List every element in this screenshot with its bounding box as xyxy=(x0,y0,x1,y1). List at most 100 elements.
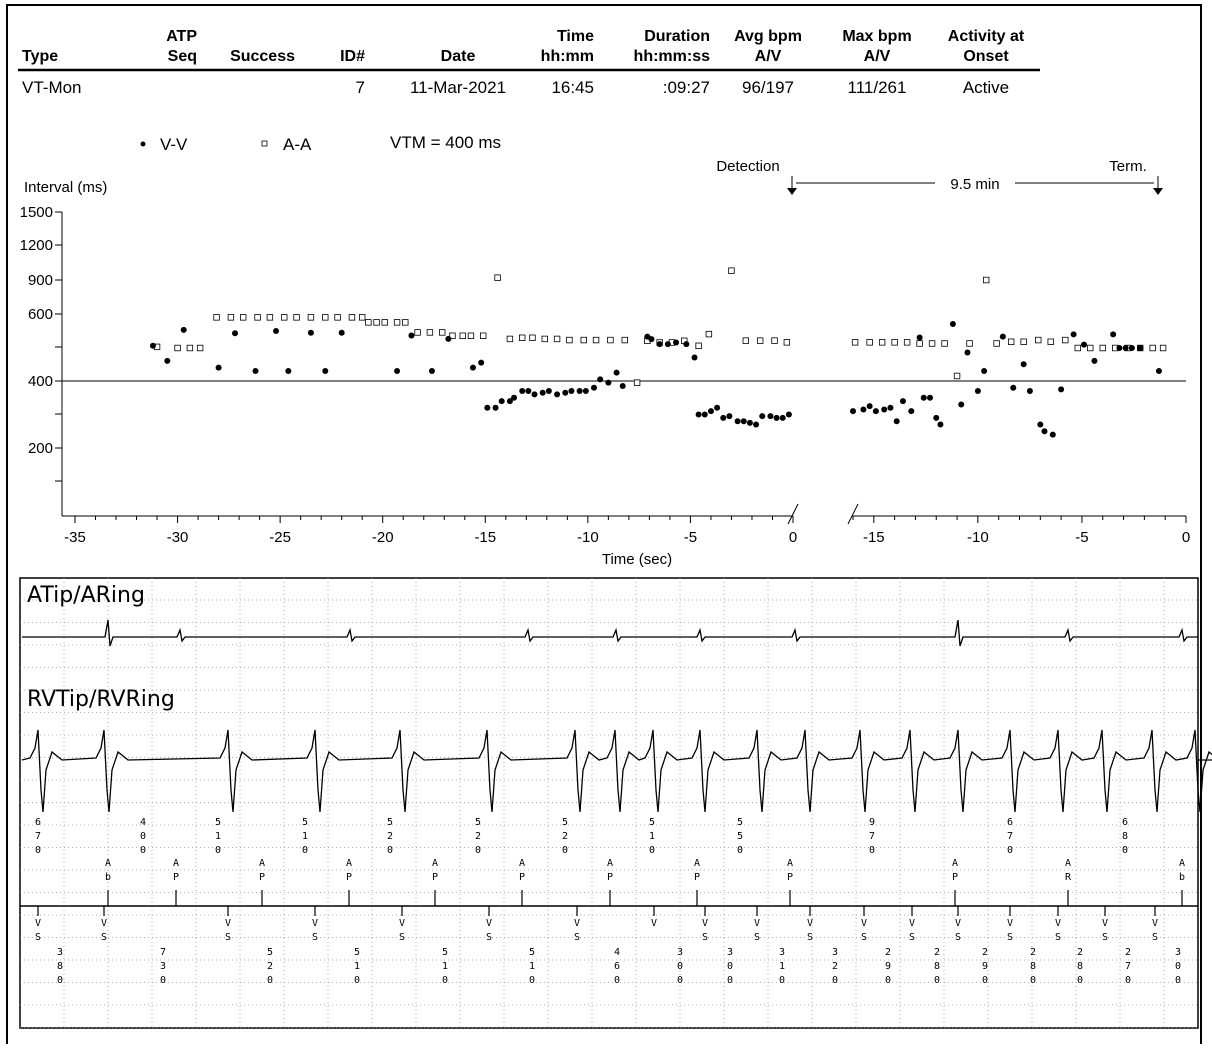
vv-interval-point xyxy=(1010,384,1017,391)
aa-interval-point xyxy=(426,329,434,336)
vv-interval-point xyxy=(1128,345,1135,351)
vv-interval-point xyxy=(511,394,518,401)
x-tick-label: -25 xyxy=(269,529,291,546)
vv-interval-label-char: 2 xyxy=(1030,947,1036,958)
vv-interval-label-char: 0 xyxy=(1077,975,1083,986)
v-marker-char: S xyxy=(1102,932,1108,943)
vv-interval-point xyxy=(726,413,733,420)
vv-interval-point xyxy=(554,391,561,398)
aa-interval-point xyxy=(705,330,713,338)
aa-interval-point xyxy=(186,344,194,352)
vv-interval-label: 2 8 0 xyxy=(934,947,940,986)
vv-interval-point xyxy=(927,394,934,401)
header-col-line1: Max bpm xyxy=(842,28,911,45)
ventricular-trace-label: RVTip/RVRing xyxy=(27,687,175,712)
vv-interval-label-char: 0 xyxy=(727,975,733,986)
vv-interval-point xyxy=(753,421,760,428)
atrial-marker: Ab xyxy=(105,858,111,883)
vv-interval-label-char: 0 xyxy=(267,975,273,986)
vv-interval-point xyxy=(1058,386,1065,393)
aa-interval-point xyxy=(414,329,421,336)
vv-interval-label: 2 8 0 xyxy=(1077,947,1083,986)
aa-interval-point xyxy=(334,314,341,321)
vv-interval-point xyxy=(860,406,867,413)
vv-interval-point xyxy=(428,367,435,374)
vv-interval-point xyxy=(562,389,569,396)
v-interval-label-char: 6 xyxy=(1122,817,1128,828)
atrial-marker-char: P xyxy=(346,872,352,883)
aa-interval-point xyxy=(373,319,380,326)
header-col-line1: Avg bpm xyxy=(734,28,802,45)
v-interval-label-char: 7 xyxy=(1007,831,1013,842)
header-col-line2: Onset xyxy=(963,48,1009,65)
vv-interval-label-char: 1 xyxy=(354,961,360,972)
vv-interval-label-char: 9 xyxy=(885,961,891,972)
vv-interval-point xyxy=(394,367,401,374)
v-interval-label-char: 5 xyxy=(737,831,743,842)
header-col-line2: Type xyxy=(22,48,58,65)
vv-interval-point xyxy=(307,329,314,336)
atrial-marker: AP xyxy=(346,858,352,883)
vv-interval-label-char: 3 xyxy=(160,961,166,972)
v-interval-label-char: 6 xyxy=(1007,817,1013,828)
vv-interval-point xyxy=(958,401,965,408)
v-marker: VS xyxy=(861,918,867,943)
vv-interval-point xyxy=(408,332,415,339)
v-marker-char: S xyxy=(574,932,580,943)
vv-interval-point xyxy=(285,367,292,374)
header-row-cell: VT-Mon xyxy=(22,78,82,97)
vv-interval-point xyxy=(613,369,620,376)
vv-interval-point xyxy=(576,388,583,395)
vv-interval-label-char: 3 xyxy=(1175,947,1181,958)
aa-interval-point xyxy=(866,339,873,346)
vv-interval-label-char: 7 xyxy=(160,947,166,958)
vv-interval-point xyxy=(746,419,753,426)
egm-strip: ATip/ARingRVTip/RVRing670400510510520520… xyxy=(19,577,1212,1029)
v-marker-char: V xyxy=(101,918,107,929)
vv-interval-label-char: 0 xyxy=(832,975,838,986)
vv-interval-point xyxy=(866,403,873,410)
v-interval-label-char: 7 xyxy=(869,831,875,842)
vv-interval-point xyxy=(916,334,923,341)
y-axis-label: Interval (ms) xyxy=(24,179,107,196)
vv-interval-point xyxy=(673,339,680,346)
aa-interval-point xyxy=(916,340,923,347)
atrial-marker: AP xyxy=(787,858,793,883)
vv-interval-label-char: 1 xyxy=(442,961,448,972)
vv-interval-point xyxy=(701,411,708,418)
vv-interval-label-char: 0 xyxy=(727,961,733,972)
v-marker-char: S xyxy=(225,932,231,943)
aa-interval-point xyxy=(695,342,702,350)
vv-interval-label-char: 2 xyxy=(267,961,273,972)
vv-interval-point xyxy=(773,414,780,421)
vv-interval-label-char: 2 xyxy=(1125,947,1131,958)
v-marker-char: V xyxy=(861,918,867,929)
x-tick-label: 0 xyxy=(1182,529,1190,546)
v-marker-char: V xyxy=(754,918,760,929)
vv-interval-label: 4 6 0 xyxy=(614,947,620,986)
atrial-marker-char: A xyxy=(607,858,613,869)
v-marker: VS xyxy=(574,918,580,943)
v-marker-char: V xyxy=(1007,918,1013,929)
v-interval-label-char: 2 xyxy=(475,831,481,842)
vv-interval-point xyxy=(619,383,626,390)
atrial-marker-char: A xyxy=(787,858,793,869)
vv-interval-point xyxy=(591,384,598,391)
vv-interval-point xyxy=(949,321,956,328)
v-marker-char: V xyxy=(955,918,961,929)
vv-interval-point xyxy=(664,341,671,348)
v-marker: VS xyxy=(955,918,961,943)
vv-interval-point xyxy=(478,359,485,366)
duration-label: 9.5 min xyxy=(950,176,999,193)
v-marker-char: S xyxy=(909,932,915,943)
vv-interval-point xyxy=(734,418,741,425)
v-interval-label-char: 5 xyxy=(387,817,393,828)
vv-interval-label-char: 0 xyxy=(160,975,166,986)
v-marker-char: V xyxy=(486,918,492,929)
vv-interval-label-char: 1 xyxy=(529,961,535,972)
v-marker-char: S xyxy=(35,932,41,943)
vv-interval-label-char: 0 xyxy=(779,975,785,986)
vv-interval-point xyxy=(1110,331,1117,338)
atrial-marker: AP xyxy=(432,858,438,883)
vv-interval-point xyxy=(691,354,698,361)
